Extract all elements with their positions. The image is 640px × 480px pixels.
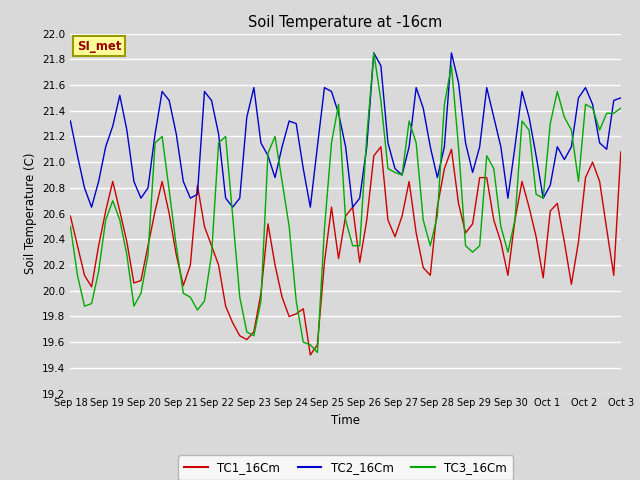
TC1_16Cm [398, 213, 406, 219]
TC3_16Cm [200, 298, 208, 304]
TC2_16Cm [370, 50, 378, 56]
TC2_16Cm [88, 204, 95, 210]
TC2_16Cm [208, 97, 216, 103]
TC3_16Cm [285, 224, 293, 229]
TC2_16Cm [67, 118, 74, 124]
TC3_16Cm [617, 105, 625, 111]
TC2_16Cm [617, 95, 625, 101]
TC3_16Cm [483, 153, 491, 158]
TC1_16Cm [307, 352, 314, 358]
TC2_16Cm [398, 172, 406, 178]
Title: Soil Temperature at -16cm: Soil Temperature at -16cm [248, 15, 443, 30]
TC1_16Cm [292, 311, 300, 317]
TC3_16Cm [314, 349, 321, 355]
TC1_16Cm [285, 313, 293, 319]
TC3_16Cm [67, 224, 74, 229]
TC1_16Cm [377, 144, 385, 150]
Text: SI_met: SI_met [77, 40, 122, 53]
TC1_16Cm [483, 175, 491, 180]
TC3_16Cm [370, 50, 378, 56]
TC1_16Cm [200, 224, 208, 229]
Legend: TC1_16Cm, TC2_16Cm, TC3_16Cm: TC1_16Cm, TC2_16Cm, TC3_16Cm [178, 456, 513, 480]
TC2_16Cm [292, 121, 300, 127]
Y-axis label: Soil Temperature (C): Soil Temperature (C) [24, 153, 36, 275]
TC2_16Cm [300, 166, 307, 171]
TC1_16Cm [617, 149, 625, 155]
X-axis label: Time: Time [331, 414, 360, 427]
Line: TC3_16Cm: TC3_16Cm [70, 53, 621, 352]
TC2_16Cm [483, 85, 491, 91]
TC1_16Cm [67, 213, 74, 219]
Line: TC2_16Cm: TC2_16Cm [70, 53, 621, 207]
TC3_16Cm [292, 298, 300, 304]
TC3_16Cm [398, 172, 406, 178]
TC1_16Cm [215, 262, 223, 268]
TC2_16Cm [222, 195, 230, 201]
Line: TC1_16Cm: TC1_16Cm [70, 147, 621, 355]
TC3_16Cm [215, 140, 223, 146]
